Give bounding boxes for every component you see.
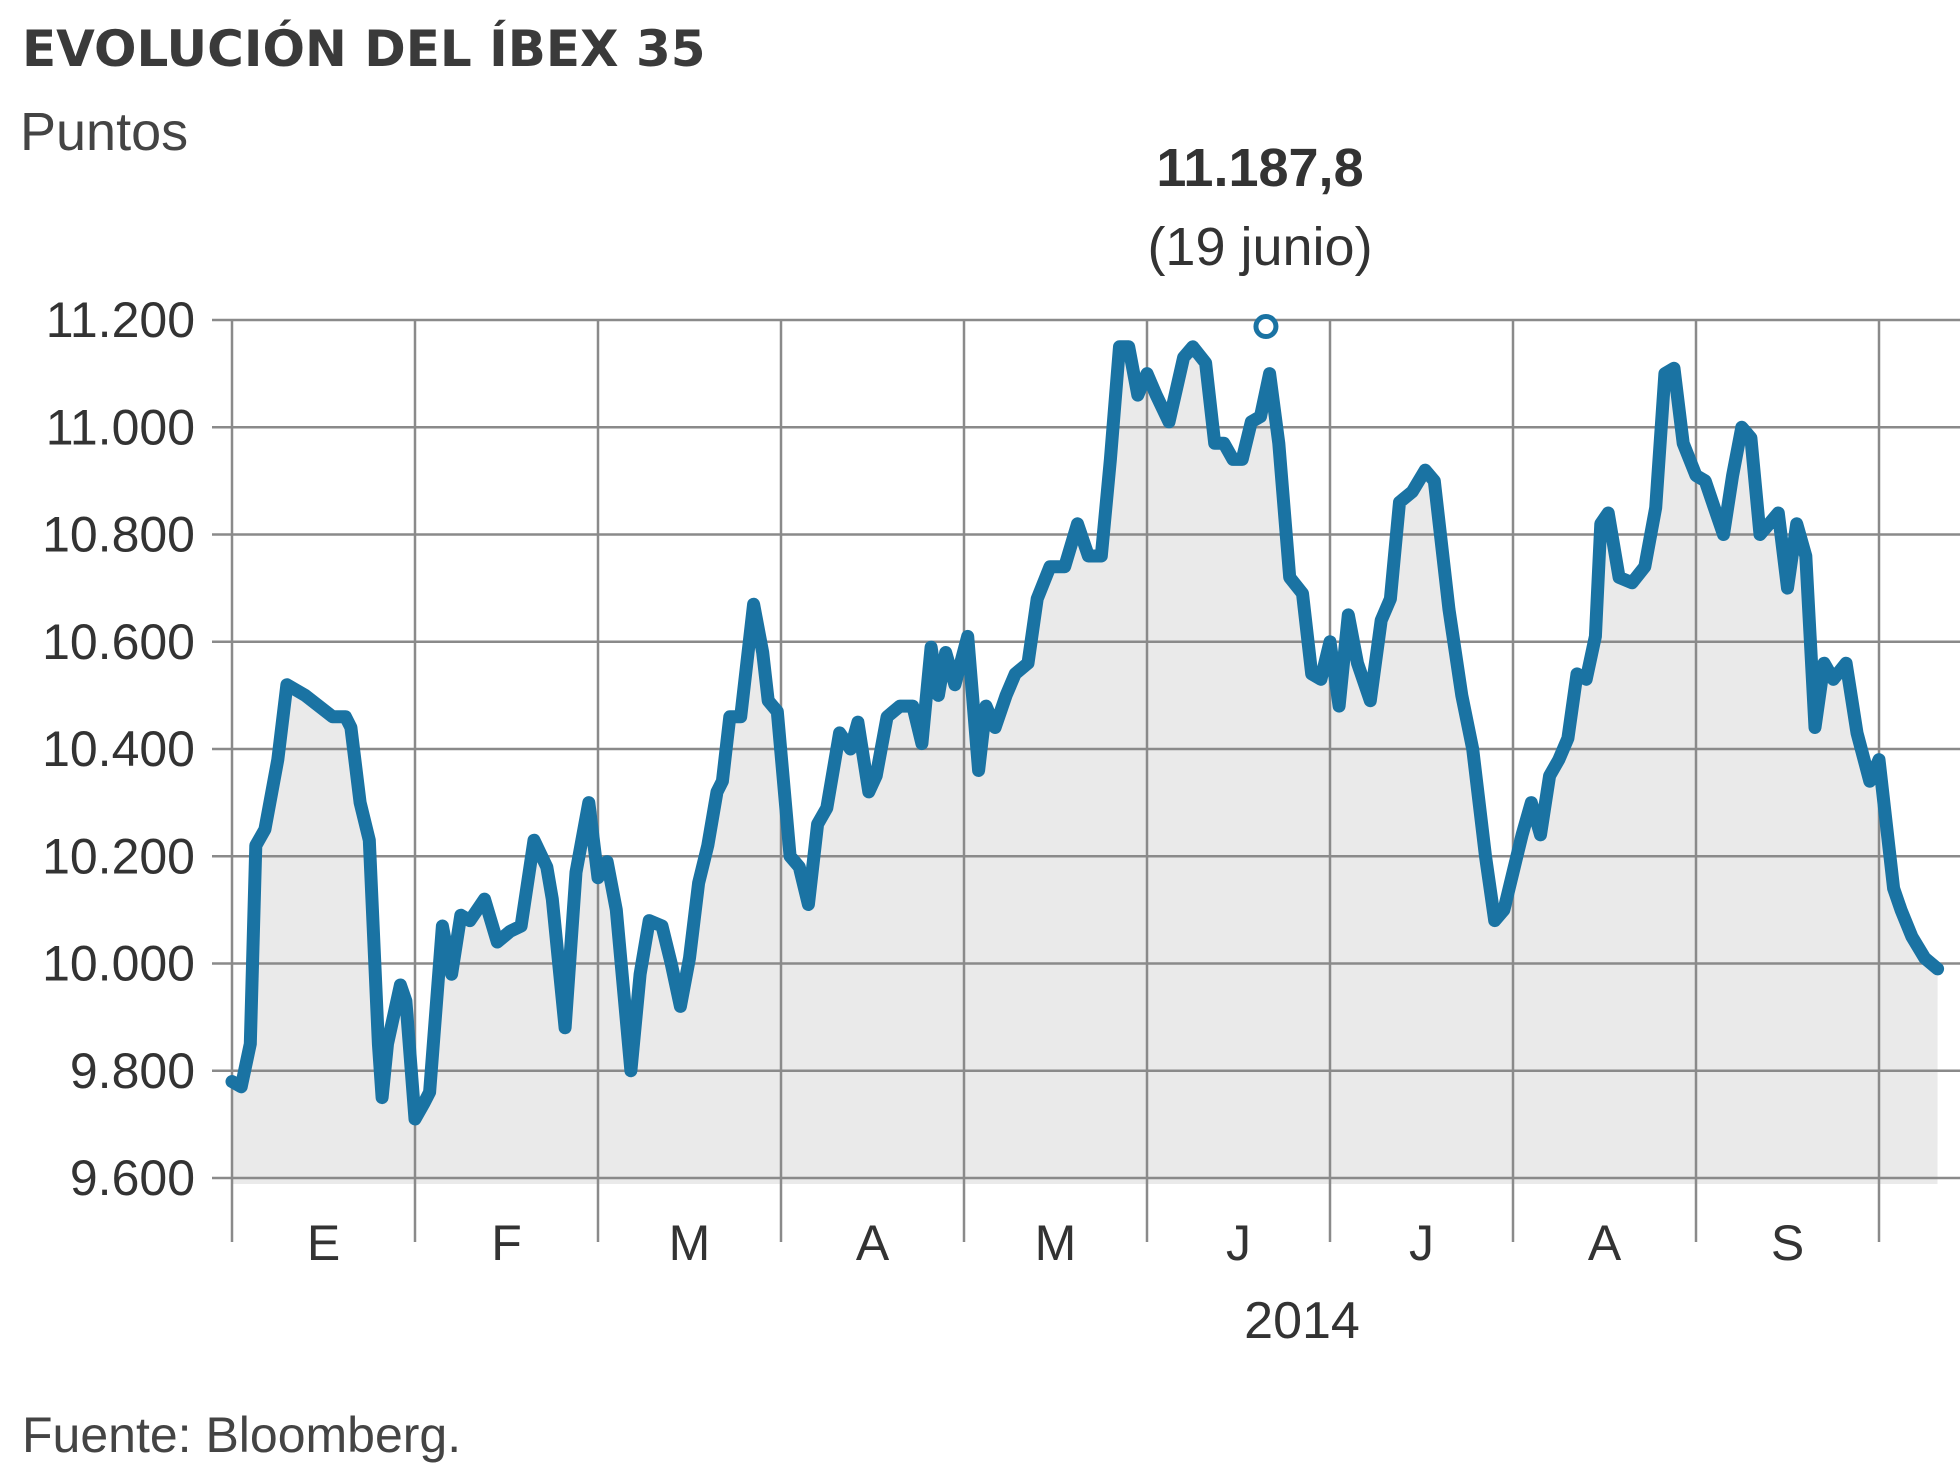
peak-value-label: 11.187,8 — [1156, 138, 1363, 198]
y-tick-label: 10.200 — [42, 828, 195, 884]
y-tick-label: 10.800 — [42, 507, 195, 563]
y-tick-label: 9.600 — [70, 1150, 195, 1206]
x-tick-label: A — [1588, 1215, 1622, 1271]
source-note: Fuente: Bloomberg. — [22, 1407, 461, 1463]
y-tick-label: 10.000 — [42, 936, 195, 992]
peak-marker — [1253, 314, 1279, 340]
peak-date-label: (19 junio) — [1147, 217, 1372, 277]
chart-subtitle: Puntos — [20, 102, 188, 162]
y-tick-label: 11.000 — [46, 399, 195, 455]
chart-title: EVOLUCIÓN DEL ÍBEX 35 — [22, 19, 706, 78]
x-tick-label: S — [1771, 1215, 1804, 1271]
series-line — [225, 340, 1945, 1126]
area-fill — [232, 346, 1938, 1184]
y-tick-label: 10.600 — [42, 614, 195, 670]
y-tick-label: 10.400 — [42, 721, 195, 777]
x-tick-label: J — [1226, 1215, 1251, 1271]
y-tick-label: 11.200 — [46, 292, 195, 348]
x-tick-label: J — [1409, 1215, 1434, 1271]
x-tick-label: F — [491, 1215, 522, 1271]
x-axis-year-label: 2014 — [1244, 1292, 1360, 1350]
x-tick-label: M — [1035, 1215, 1077, 1271]
plot-area: 9.600 9.800 10.000 10.200 10.400 10.600 10.800… — [42, 292, 1960, 1271]
x-tick-label: A — [856, 1215, 890, 1271]
x-tick-label: E — [307, 1215, 340, 1271]
x-tick-label: M — [669, 1215, 711, 1271]
y-tick-label: 9.800 — [70, 1043, 195, 1099]
